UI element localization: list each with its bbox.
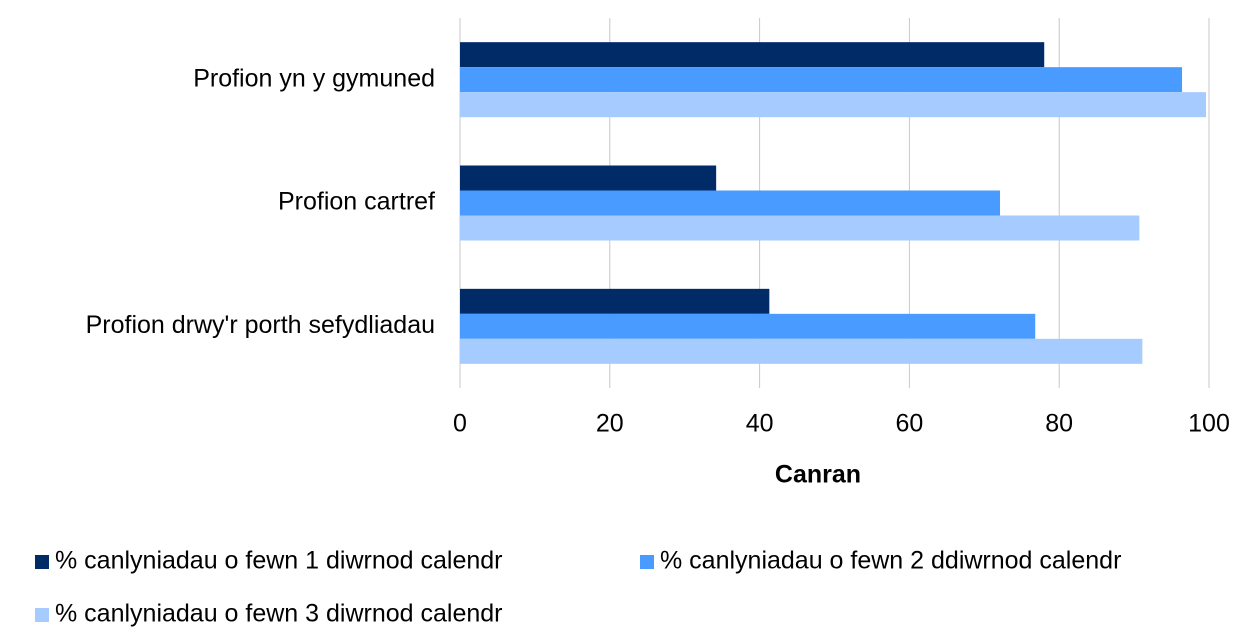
y-tick-label: Profion drwy'r porth sefydliadau bbox=[86, 311, 435, 339]
x-tick-label: 80 bbox=[1045, 410, 1073, 438]
y-tick-label: Profion yn y gymuned bbox=[193, 64, 435, 92]
legend-swatch bbox=[640, 555, 654, 569]
y-tick-label: Profion cartref bbox=[278, 188, 435, 216]
bar bbox=[460, 215, 1140, 241]
legend-label: % canlyniadau o fewn 3 diwrnod calendr bbox=[55, 600, 503, 628]
x-tick-label: 20 bbox=[596, 410, 624, 438]
bar bbox=[460, 165, 717, 191]
bar bbox=[460, 190, 1001, 216]
bar bbox=[460, 288, 770, 314]
bar bbox=[460, 338, 1143, 364]
bar bbox=[460, 92, 1207, 118]
legend-swatch bbox=[35, 555, 49, 569]
x-tick-label: 0 bbox=[453, 410, 467, 438]
x-axis-title: Canran bbox=[775, 461, 861, 489]
bar bbox=[460, 42, 1045, 68]
legend-label: % canlyniadau o fewn 2 ddiwrnod calendr bbox=[660, 547, 1121, 575]
legend-swatch bbox=[35, 608, 49, 622]
legend-label: % canlyniadau o fewn 1 diwrnod calendr bbox=[55, 547, 503, 575]
x-tick-label: 100 bbox=[1188, 410, 1230, 438]
x-tick-label: 60 bbox=[895, 410, 923, 438]
x-tick-label: 40 bbox=[746, 410, 774, 438]
bar bbox=[460, 67, 1183, 93]
bar bbox=[460, 313, 1036, 339]
